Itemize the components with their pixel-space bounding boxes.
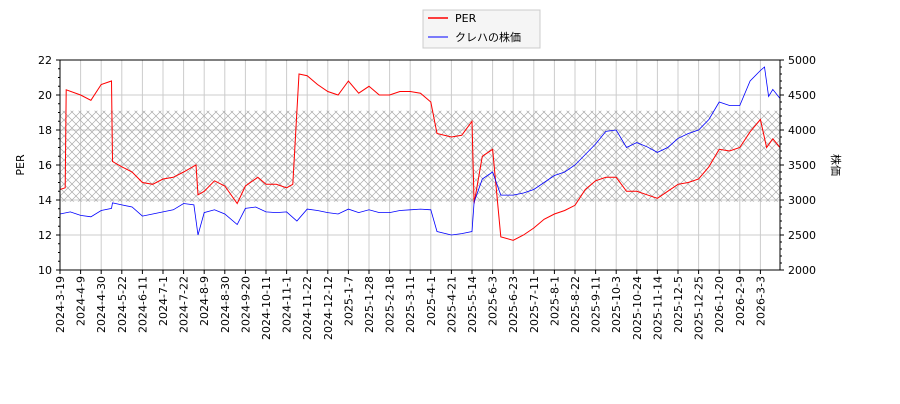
y-tick-label-right: 3000 (788, 194, 816, 207)
y-tick-label-right: 5000 (788, 54, 816, 67)
y-tick-label-left: 16 (38, 159, 52, 172)
per-line (59, 73, 781, 241)
x-tick-label: 2024-5-22 (116, 276, 129, 333)
x-tick-label: 2025-4-21 (445, 276, 458, 333)
x-tick-label: 2025-9-11 (590, 276, 603, 333)
y-tick-label-left: 20 (38, 89, 52, 102)
y-tick-label-right: 2500 (788, 229, 816, 242)
y-tick-label-right: 2000 (788, 264, 816, 277)
y-tick-label-right: 3500 (788, 159, 816, 172)
x-tick-label: 2024-11-1 (281, 276, 294, 333)
x-tick-label: 2024-7-22 (178, 276, 191, 333)
x-tick-label: 2025-6-23 (507, 276, 520, 333)
x-tick-label: 2025-3-11 (404, 276, 417, 333)
legend-label-price: クレハの株価 (455, 30, 521, 44)
y-tick-label-left: 10 (38, 264, 52, 277)
y-tick-label-right: 4500 (788, 89, 816, 102)
x-tick-label: 2024-7-1 (157, 276, 170, 326)
x-tick-label: 2025-10-3 (610, 276, 623, 333)
y-tick-label-right: 4000 (788, 124, 816, 137)
y-tick-label-left: 14 (38, 194, 52, 207)
x-tick-label: 2025-10-24 (631, 276, 644, 340)
y-axis-left-label: PER (14, 154, 27, 176)
x-tick-label: 2025-5-14 (466, 276, 479, 333)
x-tick-label: 2026-2-9 (734, 276, 747, 326)
x-tick-label: 2025-11-14 (651, 276, 664, 340)
x-tick-label: 2026-1-20 (713, 276, 726, 333)
x-tick-label: 2024-12-12 (322, 276, 335, 340)
shaded-band (60, 110, 780, 202)
x-tick-label: 2024-6-11 (136, 276, 149, 333)
x-tick-label: 2024-8-9 (198, 276, 211, 326)
x-tick-label: 2024-10-11 (260, 276, 273, 340)
x-tick-label: 2025-7-11 (528, 276, 541, 333)
legend: PER クレハの株価 (422, 9, 541, 49)
y-tick-label-left: 12 (38, 229, 52, 242)
x-tick-label: 2025-1-28 (363, 276, 376, 333)
x-tick-label: 2025-8-1 (548, 276, 561, 326)
x-tick-label: 2026-3-3 (754, 276, 767, 326)
x-tick-label: 2024-8-30 (219, 276, 232, 333)
x-tick-label: 2025-12-5 (672, 276, 685, 333)
price-line (59, 66, 781, 236)
x-tick-label: 2025-2-18 (384, 276, 397, 333)
x-tick-label: 2024-4-9 (75, 276, 88, 326)
x-tick-label: 2024-4-30 (95, 276, 108, 333)
x-tick-label: 2025-8-22 (569, 276, 582, 333)
y-axis-right-label: 株価 (829, 154, 843, 176)
y-tick-label-left: 18 (38, 124, 52, 137)
x-tick-label: 2025-1-7 (342, 276, 355, 326)
legend-label-per: PER (455, 12, 477, 25)
x-tick-label: 2024-9-20 (239, 276, 252, 333)
x-tick-label: 2024-3-19 (54, 276, 67, 333)
x-tick-label: 2025-6-3 (487, 276, 500, 326)
y-tick-label-left: 22 (38, 54, 52, 67)
x-tick-label: 2025-12-25 (693, 276, 706, 340)
x-tick-label: 2024-11-22 (301, 276, 314, 340)
x-tick-label: 2025-4-1 (425, 276, 438, 326)
